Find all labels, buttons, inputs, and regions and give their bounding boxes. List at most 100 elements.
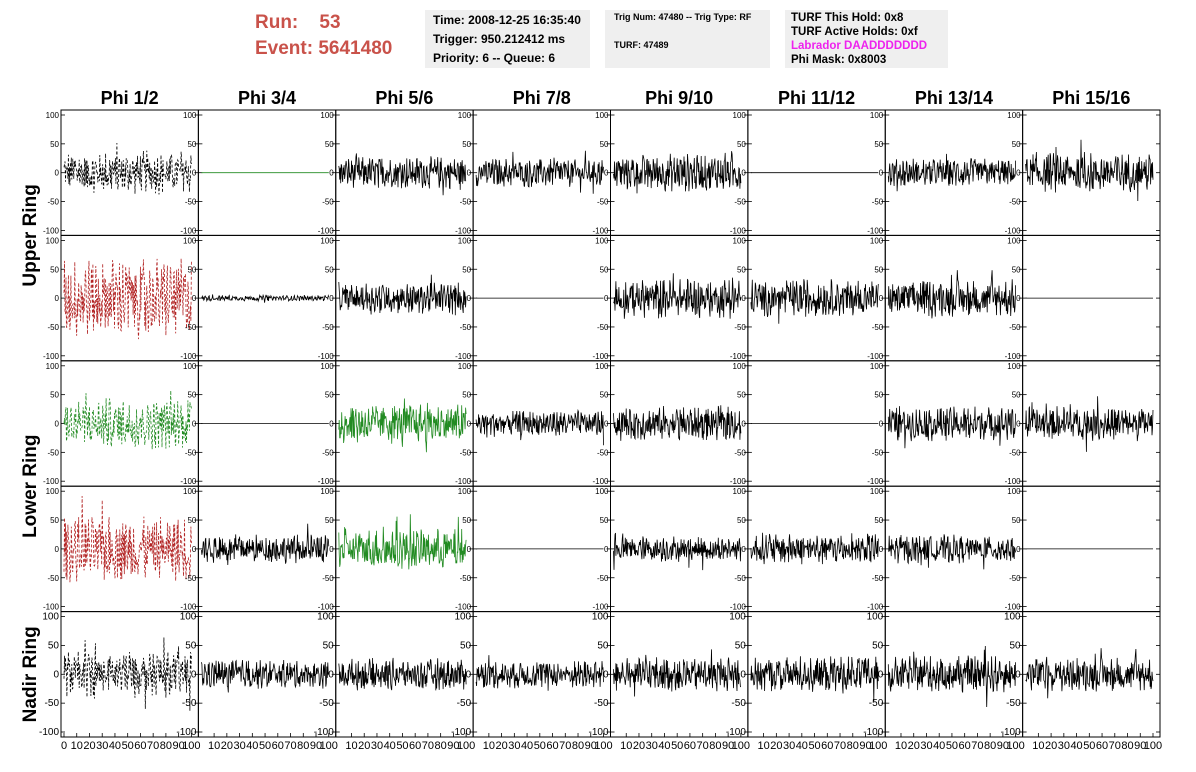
y-tick-label: -50 — [182, 698, 197, 709]
y-tick-label: -50 — [47, 448, 59, 457]
y-tick-label: 50 — [1012, 140, 1021, 149]
turf-hold-line: TURF This Hold: 0x8 — [791, 12, 904, 24]
y-tick-label: -100 — [455, 477, 472, 486]
x-tick-label: 40 — [933, 740, 945, 752]
y-tick-label: 0 — [741, 169, 746, 178]
x-tick-label: 100 — [732, 740, 750, 752]
y-tick-label: -100 — [180, 603, 197, 612]
y-tick-label: 0 — [192, 545, 197, 554]
x-tick-label: 50 — [1083, 740, 1095, 752]
y-tick-label: 100 — [733, 362, 747, 371]
x-tick-label: 10 — [483, 740, 495, 752]
y-tick-label: 100 — [458, 362, 472, 371]
y-tick-label: -50 — [47, 574, 59, 583]
x-tick-label: 40 — [246, 740, 258, 752]
x-tick-label: 80 — [709, 740, 721, 752]
waveform-trace — [1025, 648, 1154, 699]
waveform-trace — [888, 534, 1016, 570]
column-header: Phi 1/2 — [101, 88, 159, 108]
y-tick-label: -100 — [730, 352, 747, 361]
y-tick-label: -100 — [1005, 352, 1022, 361]
waveform-trace — [338, 153, 467, 196]
x-tick-label: 30 — [96, 740, 108, 752]
event-label: Event: — [255, 38, 314, 59]
x-tick-label: 10 — [620, 740, 632, 752]
y-tick-label: 0 — [467, 294, 472, 303]
panel-frame — [60, 360, 199, 487]
y-tick-label: 100 — [1007, 111, 1021, 120]
y-tick-label: 0 — [603, 669, 609, 680]
y-tick-label: 100 — [733, 487, 747, 496]
y-tick-label: 100 — [320, 362, 334, 371]
y-tick-label: 100 — [729, 612, 746, 623]
time-line: Time: 2008-12-25 16:35:40 — [433, 13, 581, 27]
x-tick-label: 20 — [633, 740, 645, 752]
x-tick-label: 20 — [358, 740, 370, 752]
y-tick-label: -50 — [322, 448, 334, 457]
y-tick-label: 0 — [191, 669, 197, 680]
y-tick-label: -50 — [597, 198, 609, 207]
y-tick-label: 0 — [192, 169, 197, 178]
x-tick-label: 50 — [396, 740, 408, 752]
y-tick-label: 0 — [1016, 545, 1021, 554]
x-tick-label: 80 — [1121, 740, 1133, 752]
y-tick-label: 100 — [320, 236, 334, 245]
x-tick-label: 30 — [783, 740, 795, 752]
x-tick-label: 60 — [134, 740, 146, 752]
x-tick-label: 40 — [521, 740, 533, 752]
x-tick-label: 90 — [585, 740, 597, 752]
waveform-trace — [63, 495, 192, 583]
y-tick-label: -50 — [872, 198, 884, 207]
y-tick-label: 0 — [879, 420, 884, 429]
x-tick-label: 80 — [847, 740, 859, 752]
y-tick-label: -100 — [451, 727, 471, 738]
run-label: Run: — [255, 12, 299, 33]
y-tick-label: 100 — [1007, 487, 1021, 496]
y-tick-label: 100 — [595, 487, 609, 496]
x-tick-label: 70 — [971, 740, 983, 752]
y-tick-label: 0 — [604, 169, 609, 178]
y-tick-label: -50 — [1006, 698, 1021, 709]
x-tick-label: 50 — [808, 740, 820, 752]
y-tick-label: 0 — [329, 169, 334, 178]
y-tick-label: 50 — [874, 265, 883, 274]
y-tick-label: -100 — [867, 477, 884, 486]
y-tick-label: 50 — [325, 391, 334, 400]
y-tick-label: 50 — [600, 140, 609, 149]
y-tick-label: -100 — [863, 727, 883, 738]
turf-line: TURF: 47489 — [614, 40, 669, 50]
waveform-trace — [201, 659, 330, 693]
y-tick-label: 0 — [328, 669, 334, 680]
x-tick-label: 0 — [61, 740, 67, 752]
y-tick-label: -100 — [180, 477, 197, 486]
y-tick-label: -100 — [318, 603, 335, 612]
column-header: Phi 3/4 — [238, 88, 296, 108]
x-tick-label: 100 — [1144, 740, 1162, 752]
priority-line: Priority: 6 -- Queue: 6 — [433, 51, 556, 65]
waveform-trace — [338, 274, 467, 316]
y-tick-label: 100 — [867, 612, 884, 623]
y-tick-label: -100 — [592, 352, 609, 361]
y-tick-label: 0 — [879, 294, 884, 303]
y-tick-label: 100 — [870, 487, 884, 496]
y-tick-label: 0 — [329, 420, 334, 429]
y-tick-label: -100 — [39, 727, 59, 738]
y-tick-label: 50 — [874, 516, 883, 525]
x-tick-label: 50 — [671, 740, 683, 752]
turf-active-line: TURF Active Holds: 0xf — [791, 26, 918, 38]
waveform-trace — [613, 405, 742, 441]
x-tick-label: 60 — [821, 740, 833, 752]
x-tick-label: 60 — [409, 740, 421, 752]
y-tick-label: 100 — [458, 236, 472, 245]
y-tick-label: 0 — [329, 294, 334, 303]
y-tick-label: -50 — [597, 323, 609, 332]
y-tick-label: 50 — [187, 140, 196, 149]
y-tick-label: -50 — [597, 574, 609, 583]
y-tick-label: -100 — [314, 727, 334, 738]
x-tick-label: 90 — [310, 740, 322, 752]
y-tick-label: 100 — [733, 111, 747, 120]
y-tick-label: -50 — [872, 574, 884, 583]
y-tick-label: 50 — [1012, 516, 1021, 525]
y-tick-label: 100 — [870, 236, 884, 245]
